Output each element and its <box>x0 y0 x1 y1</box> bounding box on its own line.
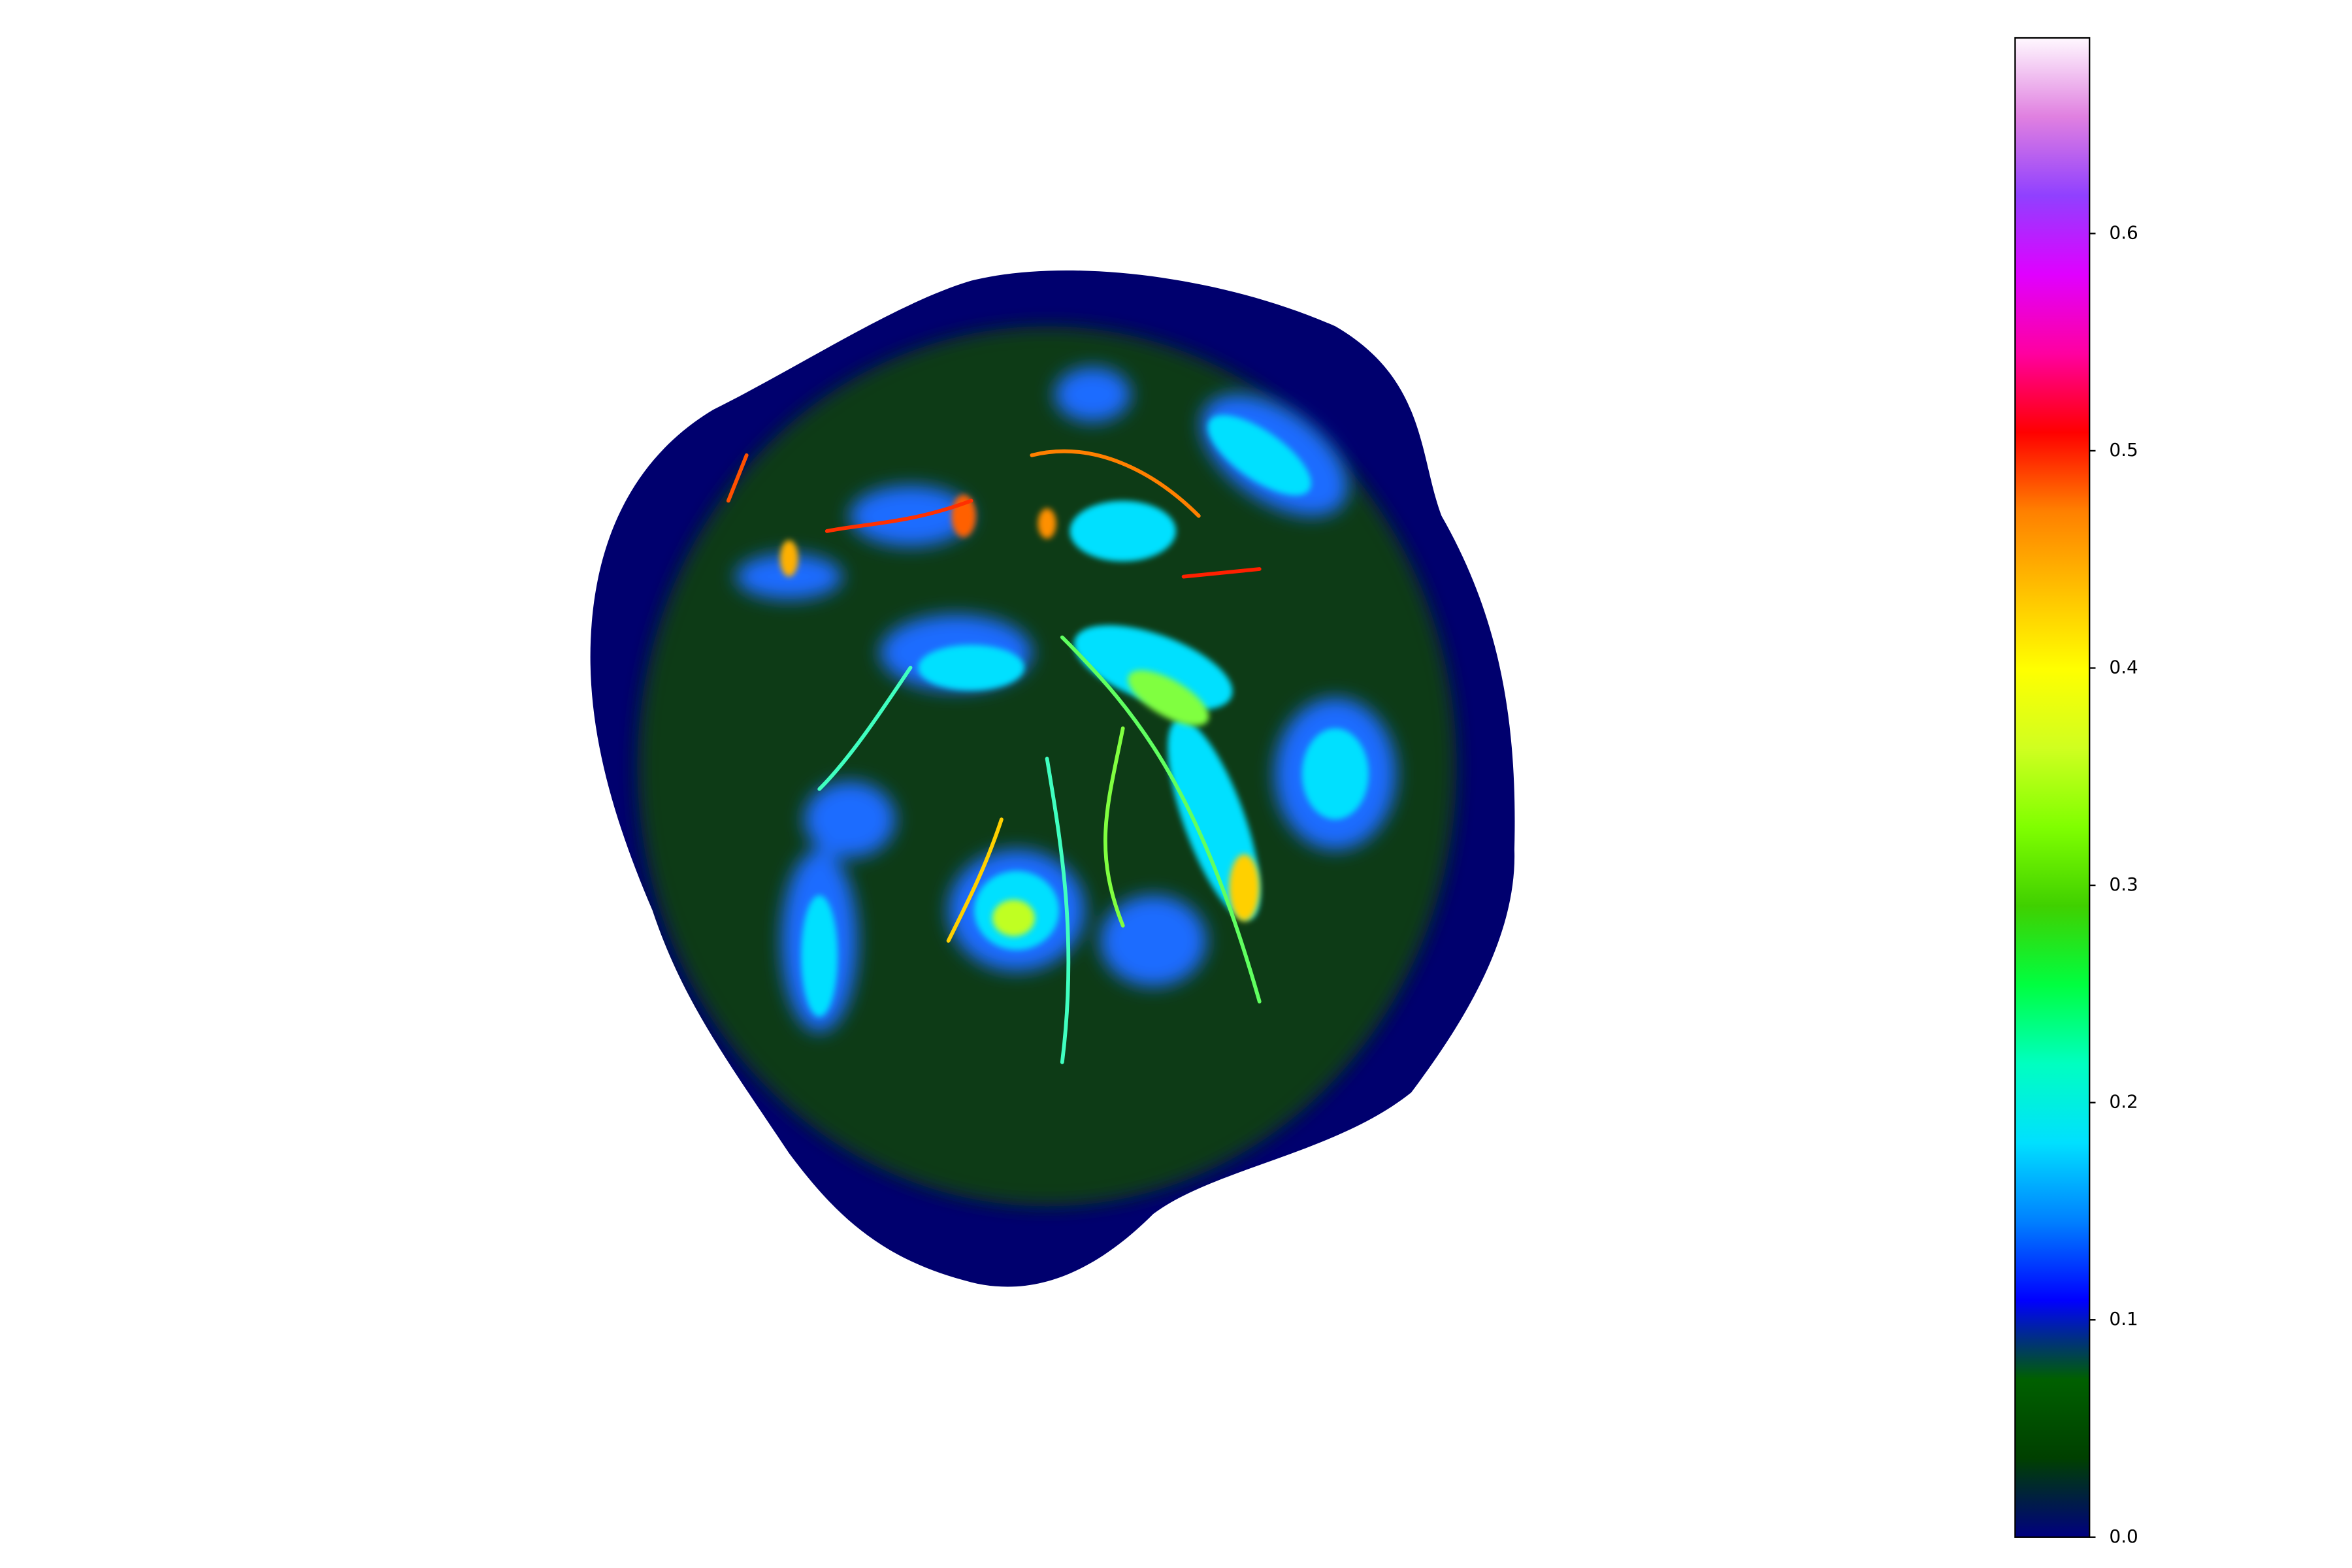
colorbar-tick-label: 0.4 <box>2109 657 2138 678</box>
colorbar-tick-label: 0.2 <box>2109 1091 2138 1113</box>
heatmap-image <box>590 270 1515 1287</box>
colorbar <box>2014 37 2091 1538</box>
colorbar-tick-label: 0.0 <box>2109 1526 2138 1547</box>
colorbar-tick-label: 0.1 <box>2109 1308 2138 1330</box>
colorbar-tick-label: 0.6 <box>2109 221 2138 243</box>
colorbar-tick-label: 0.5 <box>2109 439 2138 461</box>
colorbar-tick-label: 0.3 <box>2109 874 2138 895</box>
